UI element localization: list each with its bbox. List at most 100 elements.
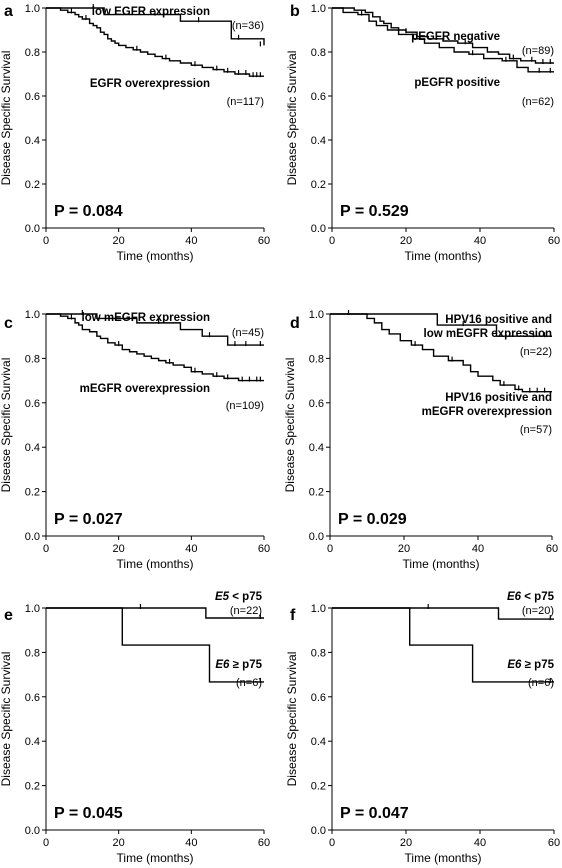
x-tick-label: 20 bbox=[400, 837, 412, 849]
x-tick-label: 20 bbox=[113, 543, 125, 555]
survival-curve-series-0 bbox=[330, 313, 552, 337]
series-label-line: HPV16 positive and bbox=[445, 314, 552, 326]
series-label: mEGFR overexpression bbox=[80, 383, 210, 395]
survival-curve-series-0 bbox=[46, 313, 264, 346]
series-n-label: (n=45) bbox=[232, 327, 264, 339]
y-tick-label: 1.0 bbox=[311, 603, 326, 615]
x-tick-label: 60 bbox=[258, 543, 270, 555]
y-tick-label: 0.0 bbox=[311, 223, 326, 235]
series-label: pEGFR negative bbox=[411, 31, 500, 43]
x-tick-label: 60 bbox=[548, 235, 560, 247]
series-label-line: low mEGFR expression bbox=[424, 328, 552, 340]
y-tick-label: 0.4 bbox=[25, 736, 40, 748]
series-label: low mEGFR expression bbox=[82, 312, 210, 324]
series-n-label: (n=109) bbox=[226, 400, 264, 412]
y-tick-label: 0.4 bbox=[25, 442, 40, 454]
panel-a: 0.0 0.2 0.4 0.6 0.8 1.0 0 20 40 60 Time (months) Di… bbox=[0, 3, 270, 263]
panel-d: 0.0 0.2 0.4 0.6 0.8 1.0 0 20 40 60 Time (months) Di… bbox=[283, 309, 558, 571]
series-label-threshold: ≥ p75 bbox=[521, 659, 554, 671]
y-axis-label: Disease Specific Survival bbox=[285, 51, 299, 186]
y-tick-label: 0.4 bbox=[25, 135, 40, 147]
y-axis-label: Disease Specific Survival bbox=[0, 652, 13, 787]
series-label: pEGFR positive bbox=[414, 77, 500, 89]
x-tick-label: 60 bbox=[258, 837, 270, 849]
y-tick-label: 0.4 bbox=[309, 442, 324, 454]
panel-letter: b bbox=[290, 3, 300, 20]
x-tick-label: 20 bbox=[113, 235, 125, 247]
survival-curve-series-0 bbox=[46, 607, 264, 619]
x-axis-label: Time (months) bbox=[405, 851, 482, 865]
x-tick-label: 20 bbox=[400, 235, 412, 247]
y-tick-label: 0.6 bbox=[25, 91, 40, 103]
series-n-label: (n=22) bbox=[520, 346, 552, 358]
x-axis-label: Time (months) bbox=[117, 557, 194, 571]
x-tick-label: 40 bbox=[474, 235, 486, 247]
y-axis-label: Disease Specific Survival bbox=[285, 652, 299, 787]
x-tick-label: 0 bbox=[43, 235, 49, 247]
y-tick-label: 0.8 bbox=[25, 47, 40, 59]
panel-letter: d bbox=[290, 315, 300, 332]
p-value-label: P = 0.045 bbox=[54, 805, 123, 822]
y-tick-label: 0.2 bbox=[25, 487, 40, 499]
x-tick-label: 40 bbox=[474, 837, 486, 849]
series-n-label: (n=22) bbox=[230, 605, 262, 617]
x-tick-label: 40 bbox=[185, 837, 197, 849]
x-tick-label: 40 bbox=[185, 543, 197, 555]
y-tick-label: 0.2 bbox=[309, 487, 324, 499]
y-tick-label: 1.0 bbox=[309, 309, 324, 321]
survival-curve-series-1 bbox=[46, 607, 264, 683]
series-n-label: (n=36) bbox=[232, 20, 264, 32]
y-tick-label: 0.8 bbox=[311, 647, 326, 659]
survival-curve-series-0 bbox=[46, 7, 265, 46]
series-n-label: (n=117) bbox=[227, 96, 264, 108]
survival-curve-series-0 bbox=[332, 7, 554, 64]
x-tick-label: 60 bbox=[548, 837, 560, 849]
series-label-threshold: ≥ p75 bbox=[229, 659, 262, 671]
x-tick-label: 0 bbox=[327, 543, 333, 555]
x-tick-label: 40 bbox=[472, 543, 484, 555]
y-axis-label: Disease Specific Survival bbox=[283, 358, 297, 493]
p-value-label: P = 0.084 bbox=[54, 203, 123, 220]
series-label: low EGFR expression bbox=[92, 6, 210, 18]
p-value-label: P = 0.047 bbox=[340, 805, 409, 822]
y-tick-label: 0.0 bbox=[25, 825, 40, 837]
y-tick-label: 0.2 bbox=[311, 179, 326, 191]
y-tick-label: 0.4 bbox=[311, 135, 326, 147]
y-tick-label: 0.2 bbox=[25, 179, 40, 191]
y-tick-label: 0.0 bbox=[25, 223, 40, 235]
p-value-label: P = 0.529 bbox=[340, 203, 409, 220]
series-n-label: (n=89) bbox=[522, 45, 554, 57]
y-tick-label: 0.8 bbox=[25, 353, 40, 365]
x-tick-label: 60 bbox=[258, 235, 270, 247]
panel-b: 0.0 0.2 0.4 0.6 0.8 1.0 0 20 40 60 Time (months) Di… bbox=[285, 3, 560, 263]
x-tick-label: 40 bbox=[185, 235, 197, 247]
panel-letter: a bbox=[4, 3, 13, 20]
series-n-label: (n=20) bbox=[522, 605, 554, 617]
x-axis-label: Time (months) bbox=[117, 851, 194, 865]
y-tick-label: 1.0 bbox=[25, 3, 40, 15]
series-label-gene: E5 bbox=[215, 591, 230, 603]
y-tick-label: 0.0 bbox=[311, 825, 326, 837]
series-n-label: (n=6) bbox=[236, 677, 262, 689]
x-tick-label: 0 bbox=[329, 837, 335, 849]
x-tick-label: 0 bbox=[43, 837, 49, 849]
x-axis-label: Time (months) bbox=[117, 249, 194, 263]
y-axis-label: Disease Specific Survival bbox=[0, 51, 13, 186]
y-tick-label: 0.0 bbox=[309, 531, 324, 543]
survival-curve-series-1 bbox=[46, 313, 264, 382]
panel-f: 0.0 0.2 0.4 0.6 0.8 1.0 0 20 40 60 Time (months) Di… bbox=[285, 591, 560, 865]
series-label-threshold: < p75 bbox=[229, 591, 263, 603]
panel-letter: c bbox=[4, 315, 13, 332]
panel-letter: f bbox=[290, 607, 296, 624]
x-axis-label: Time (months) bbox=[405, 249, 482, 263]
x-tick-label: 0 bbox=[43, 543, 49, 555]
series-n-label: (n=6) bbox=[528, 677, 554, 689]
panel-letter: e bbox=[4, 607, 13, 624]
series-n-label: (n=57) bbox=[520, 424, 552, 436]
x-tick-label: 0 bbox=[329, 235, 335, 247]
series-label-gene: E6 bbox=[507, 591, 522, 603]
x-tick-label: 60 bbox=[546, 543, 558, 555]
x-axis-label: Time (months) bbox=[403, 557, 480, 571]
y-tick-label: 0.2 bbox=[25, 781, 40, 793]
y-tick-label: 0.0 bbox=[25, 531, 40, 543]
